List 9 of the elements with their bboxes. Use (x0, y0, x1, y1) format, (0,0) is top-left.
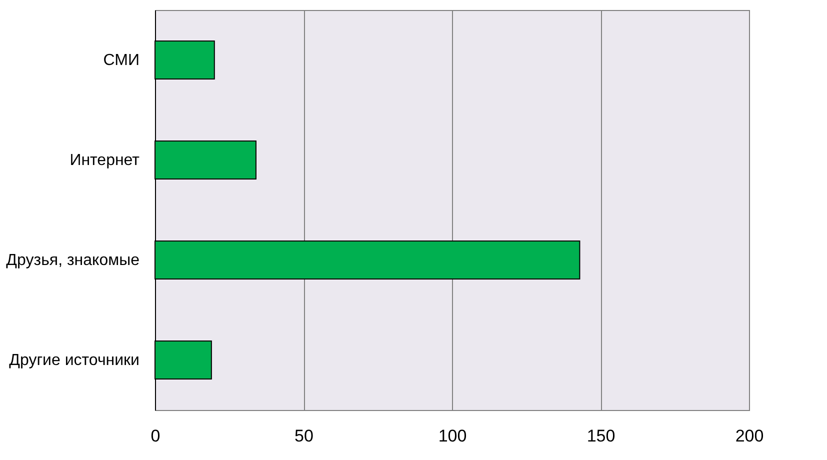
y-tick-label: Интернет (70, 152, 140, 169)
y-tick-label: СМИ (103, 52, 140, 69)
y-tick-label: Другие источники (9, 352, 140, 369)
y-tick-label: Друзья, знакомые (6, 252, 140, 269)
x-tick-label: 50 (294, 426, 314, 446)
x-tick-label: 200 (735, 426, 764, 446)
x-tick-label: 150 (586, 426, 616, 446)
x-tick-label: 0 (150, 426, 160, 446)
x-tick-label: 100 (438, 426, 467, 446)
